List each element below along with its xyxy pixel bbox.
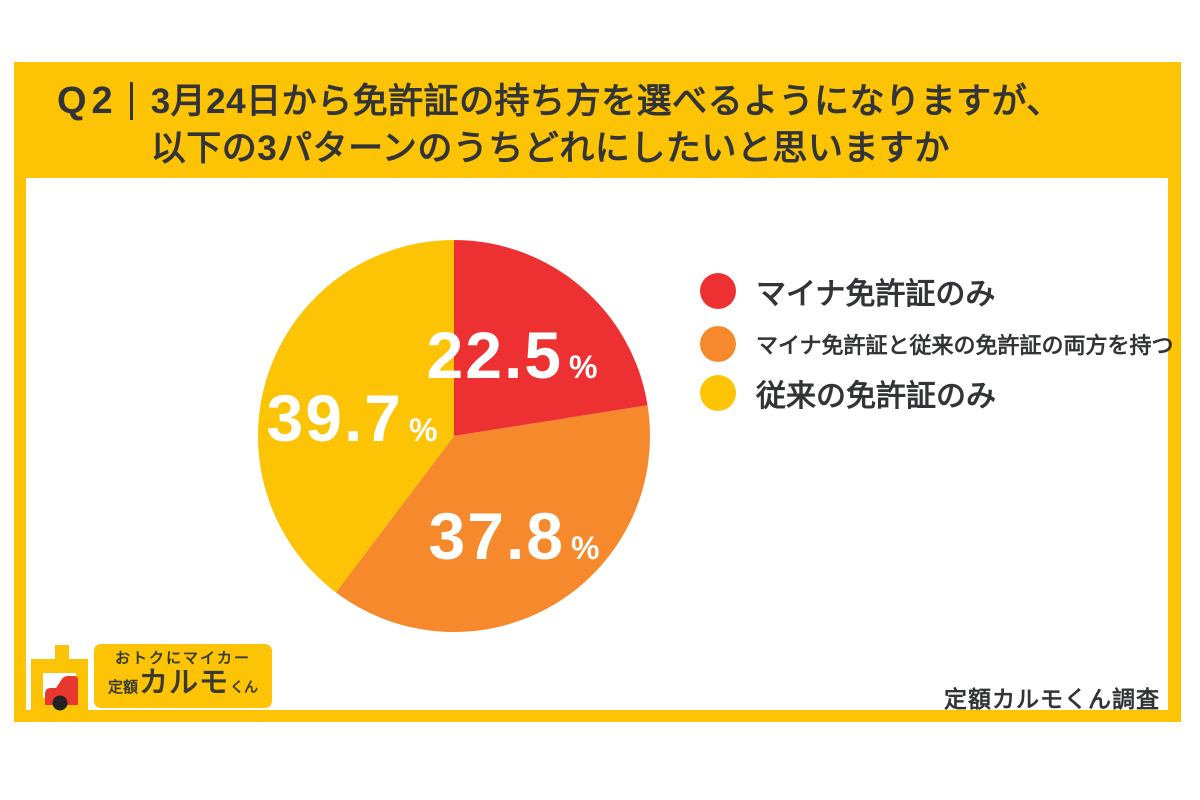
pie-chart [258,240,650,632]
legend-item-conventional-only: 従来の免許証のみ [700,375,996,413]
divider-bar [129,82,133,120]
pie-slice-1 [335,405,650,632]
legend-item-maina-only: マイナ免許証のみ [700,273,995,311]
pie-value-label-yellow: 39.7% [266,381,438,455]
car-wheel-icon [52,695,68,711]
karumo-logo-badge: おトクにマイカー 定額 カルモ くん [94,644,272,708]
question-text: 3月24日から免許証の持ち方を選べるようになりますが、 以下の3パターンのうちど… [151,78,1062,172]
question-line-2: 以下の3パターンのうちどれにしたいと思いますか [150,129,950,168]
pie-slice-0 [454,240,648,436]
question-line-1: 3月24日から免許証の持ち方を選べるようになりますが、 [150,82,1062,121]
survey-source-caption: 定額カルモくん調査 [944,686,1160,712]
logo-tagline: おトクにマイカー [114,649,251,667]
question-number: Q2 [57,80,118,122]
question-header: Q2 3月24日から免許証の持ち方を選べるようになりますが、 以下の3パターンの… [14,62,1181,178]
legend-item-both: マイナ免許証と従来の免許証の両方を持つ [700,326,1174,362]
legend-dot-orange [700,326,736,362]
pie-value-label-red: 22.5% [426,318,598,392]
legend-label: マイナ免許証と従来の免許証の両方を持つ [756,333,1174,358]
percent-sign: % [409,412,438,448]
legend-dot-red [700,273,736,309]
logo-brand-line: 定額 カルモ くん [107,666,259,699]
pie-value-label-orange: 37.8% [428,499,600,573]
legend-label: 従来の免許証のみ [756,380,996,413]
legend-label: マイナ免許証のみ [756,278,996,311]
legend-dot-yellow [700,375,736,411]
percent-sign: % [569,349,598,385]
car-icon [45,676,78,705]
percent-sign: % [571,530,600,566]
karumo-ka-logo-icon [31,645,88,720]
pie-slice-2 [258,240,454,593]
